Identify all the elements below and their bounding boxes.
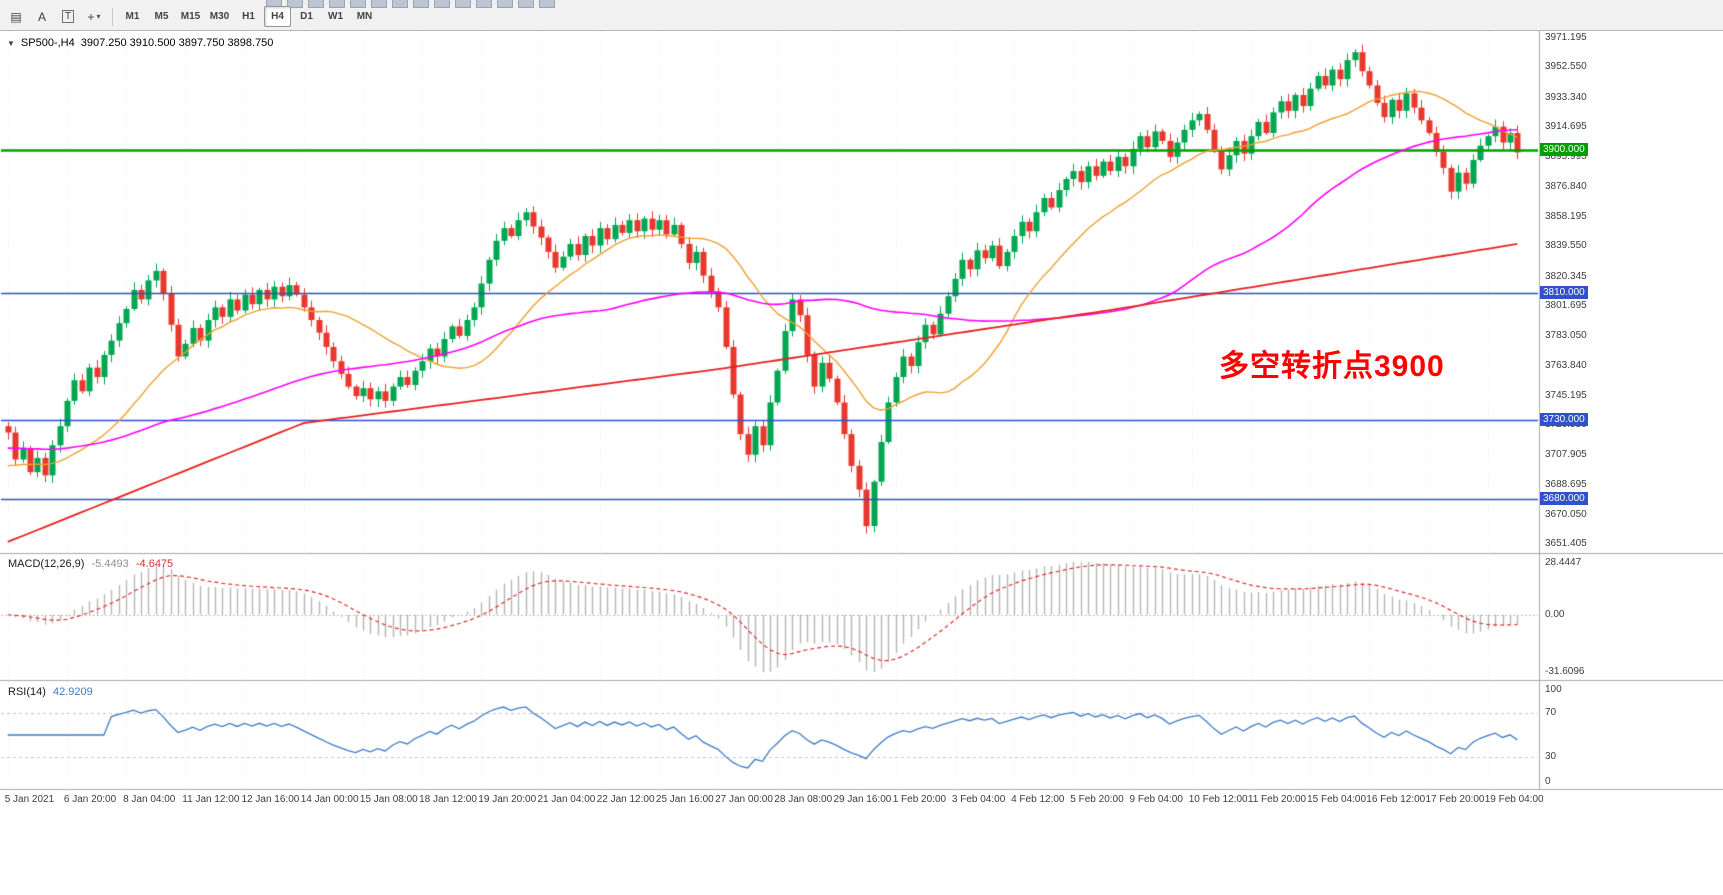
time-axis-label: 28 Jan 08:00 — [774, 794, 833, 805]
macd-indicator-label: MACD(12,26,9) -5.4493 -4.6475 — [8, 558, 177, 570]
rsi-axis-70: 70 — [1545, 707, 1557, 719]
price-axis-tick: 3707.905 — [1545, 448, 1587, 460]
price-axis-tick: 3820.345 — [1545, 270, 1587, 282]
chart-window-icon[interactable]: ▤ — [10, 9, 22, 24]
price-axis-tick: 3783.050 — [1545, 329, 1587, 341]
clipped-icon[interactable] — [287, 0, 303, 8]
chart-menu-icon[interactable]: ▼ — [7, 38, 15, 48]
macd-axis-zero: 0.00 — [1545, 608, 1565, 620]
price-axis-tick: 3801.695 — [1545, 300, 1587, 312]
price-axis-tick: 3914.695 — [1545, 121, 1587, 133]
time-axis-label: 19 Feb 04:00 — [1484, 794, 1544, 805]
toolbar-separator — [112, 7, 113, 26]
price-level-badge: 3900.000 — [1540, 143, 1588, 157]
time-axis-label: 11 Feb 20:00 — [1247, 794, 1307, 805]
rsi-axis-100: 100 — [1545, 684, 1562, 695]
time-axis-label: 11 Jan 12:00 — [182, 794, 240, 805]
price-axis-tick: 3688.695 — [1545, 479, 1587, 491]
clipped-icon[interactable] — [518, 0, 534, 8]
rsi-axis-0: 0 — [1545, 776, 1551, 787]
price-axis-tick: 3651.405 — [1545, 538, 1587, 550]
timeframe-button-mn[interactable]: MN — [356, 11, 373, 22]
timeframe-button-m5[interactable]: M5 — [154, 11, 169, 22]
clipped-icon[interactable] — [455, 0, 471, 8]
clipped-toolbar-icons — [266, 0, 555, 8]
arrow-tool-button[interactable]: A — [37, 9, 46, 24]
toolbar-row: ▤ A T + ▾ M1 M5 M15 M30 H1 H4 D1 W1 MN — [3, 6, 379, 27]
macd-signal-value: -4.6475 — [135, 558, 174, 570]
price-axis-tick: 3952.550 — [1545, 61, 1587, 73]
time-axis-label: 3 Feb 04:00 — [951, 794, 1006, 805]
clipped-icon[interactable] — [329, 0, 345, 8]
time-axis-label: 22 Jan 12:00 — [596, 794, 655, 805]
price-axis-tick: 3839.550 — [1545, 240, 1587, 252]
clipped-icon[interactable] — [497, 0, 513, 8]
time-axis-label: 16 Feb 12:00 — [1366, 794, 1426, 805]
time-axis-label: 5 Jan 2021 — [4, 794, 55, 805]
time-axis-label: 29 Jan 16:00 — [833, 794, 892, 805]
clipped-icon[interactable] — [434, 0, 450, 8]
time-axis-label: 14 Jan 00:00 — [300, 794, 359, 805]
rsi-axis-30: 30 — [1545, 750, 1557, 762]
timeframe-button-m30[interactable]: M30 — [209, 11, 230, 22]
price-level-badge: 3730.000 — [1540, 412, 1588, 426]
time-axis-label: 15 Jan 08:00 — [359, 794, 418, 805]
time-axis-label: 19 Jan 20:00 — [478, 794, 537, 805]
timeframe-button-m15[interactable]: M15 — [180, 11, 201, 22]
clipped-icon[interactable] — [350, 0, 366, 8]
clipped-icon[interactable] — [308, 0, 324, 8]
time-axis-label: 25 Jan 16:00 — [655, 794, 714, 805]
clipped-icon[interactable] — [413, 0, 429, 8]
text-tool-button[interactable]: T — [56, 6, 80, 27]
clipped-icon[interactable] — [371, 0, 387, 8]
chart-ohlc-values: 3907.250 3910.500 3897.750 3898.750 — [80, 37, 274, 49]
clipped-icon[interactable] — [539, 0, 555, 8]
chart-title: ▼ SP500-,H4 3907.250 3910.500 3897.750 3… — [7, 37, 273, 49]
timeframe-button-m1[interactable]: M1 — [125, 11, 140, 22]
rsi-current-value: 42.9209 — [52, 686, 93, 698]
timeframe-button-h4[interactable]: H4 — [264, 6, 291, 27]
price-level-badge: 3680.000 — [1540, 492, 1588, 506]
clipped-icon[interactable] — [392, 0, 408, 8]
timeframe-button-d1[interactable]: D1 — [300, 11, 313, 22]
time-axis-label: 4 Feb 12:00 — [1011, 794, 1065, 805]
rsi-indicator-label: RSI(14) 42.9209 — [8, 686, 97, 698]
price-axis-tick: 3876.840 — [1545, 181, 1587, 193]
time-axis-label: 5 Feb 20:00 — [1070, 794, 1124, 805]
macd-main-value: -5.4493 — [91, 558, 129, 570]
price-axis-tick: 3763.840 — [1545, 360, 1587, 372]
time-axis-label: 17 Feb 20:00 — [1425, 794, 1485, 805]
price-axis-tick: 3858.195 — [1545, 210, 1587, 222]
crosshair-tool-button[interactable]: + ▾ — [87, 9, 101, 24]
tool-buttons-group: ▤ A T + ▾ — [3, 6, 107, 27]
price-axis-tick: 3670.050 — [1545, 508, 1587, 520]
time-axis-label: 9 Feb 04:00 — [1129, 794, 1183, 805]
time-axis-label: 27 Jan 00:00 — [715, 794, 773, 805]
top-toolbar: ▤ A T + ▾ M1 M5 M15 M30 H1 H4 D1 W1 MN — [0, 0, 1723, 31]
time-axis-label: 15 Feb 04:00 — [1307, 794, 1367, 805]
rsi-name: RSI(14) — [8, 686, 46, 698]
macd-axis-min: -31.6096 — [1545, 666, 1585, 677]
clipped-icon[interactable] — [476, 0, 492, 8]
chart-symbol-period: SP500-,H4 — [20, 37, 75, 49]
price-axis-tick: 3745.195 — [1545, 389, 1587, 401]
macd-axis-max: 28.4447 — [1545, 557, 1582, 568]
time-axis-label: 21 Jan 04:00 — [537, 794, 596, 805]
price-axis-tick: 3971.195 — [1545, 31, 1587, 43]
price-axis-tick: 3933.340 — [1545, 91, 1587, 103]
chart-area[interactable] — [0, 0, 1723, 812]
time-axis-label: 6 Jan 20:00 — [63, 794, 117, 805]
time-axis-label: 1 Feb 20:00 — [892, 794, 947, 805]
time-axis-label: 10 Feb 12:00 — [1188, 794, 1248, 805]
timeframe-button-h1[interactable]: H1 — [242, 11, 255, 22]
timeframe-buttons-group: M1 M5 M15 M30 H1 H4 D1 W1 MN — [118, 6, 379, 27]
dropdown-arrow-icon: ▾ — [96, 12, 101, 21]
time-axis-label: 8 Jan 04:00 — [123, 794, 176, 805]
timeframe-button-w1[interactable]: W1 — [328, 11, 343, 22]
macd-name: MACD(12,26,9) — [8, 558, 85, 570]
time-axis-label: 18 Jan 12:00 — [419, 794, 477, 805]
time-axis-label: 12 Jan 16:00 — [241, 794, 300, 805]
chart-annotation-text[interactable]: 多空转折点3900 — [1219, 350, 1445, 383]
price-level-badge: 3810.000 — [1540, 286, 1588, 300]
